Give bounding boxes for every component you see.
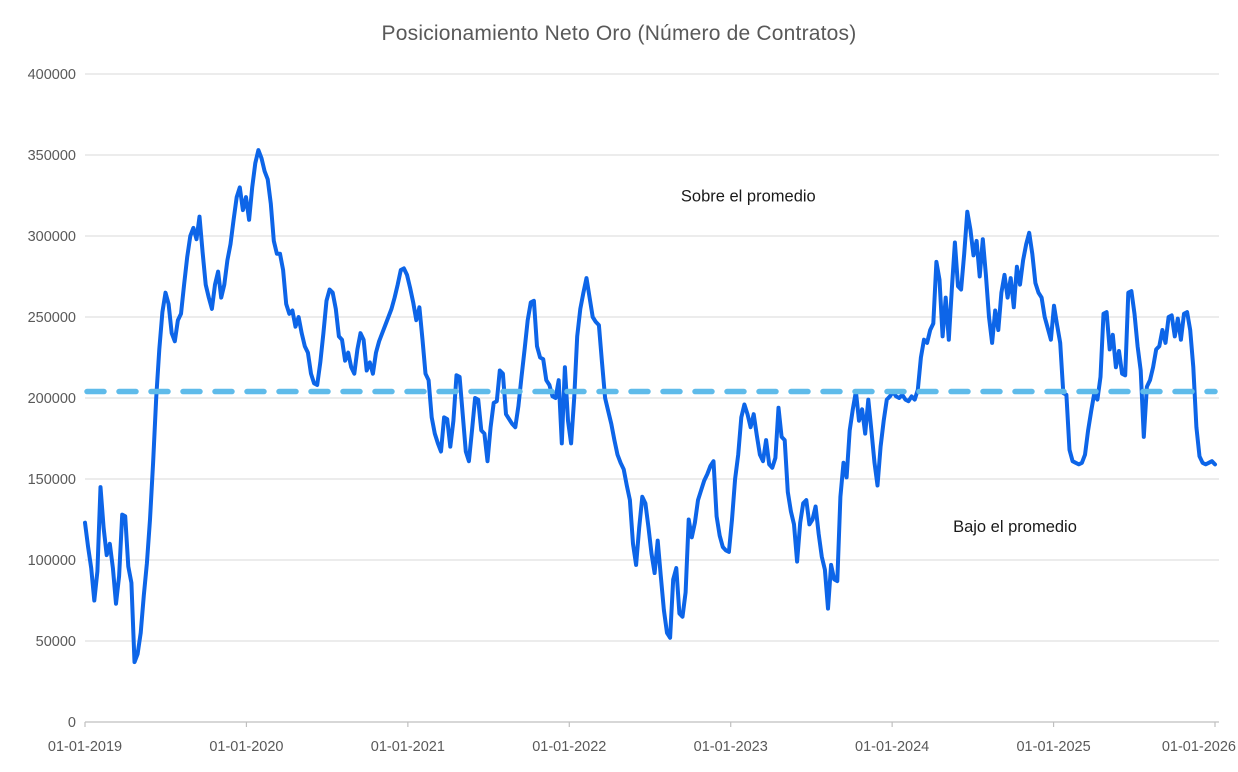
x-tick-label: 01-01-2020 bbox=[209, 739, 283, 755]
x-tick-label: 01-01-2023 bbox=[694, 739, 768, 755]
y-tick-label: 0 bbox=[68, 715, 76, 731]
y-tick-label: 400000 bbox=[28, 67, 76, 83]
x-tick-label: 01-01-2024 bbox=[855, 739, 929, 755]
x-tick-label: 01-01-2025 bbox=[1016, 739, 1090, 755]
chart-title: Posicionamiento Neto Oro (Número de Cont… bbox=[381, 22, 857, 45]
annotation-bajo-el-promedio: Bajo el promedio bbox=[953, 518, 1077, 536]
y-tick-label: 200000 bbox=[28, 391, 76, 407]
y-tick-label: 300000 bbox=[28, 229, 76, 245]
net-positioning-line bbox=[83, 148, 1217, 665]
x-tick-label: 01-01-2026 bbox=[1162, 739, 1236, 755]
x-tick-label: 01-01-2021 bbox=[371, 739, 445, 755]
y-tick-label: 100000 bbox=[28, 553, 76, 569]
y-tick-label: 250000 bbox=[28, 310, 76, 326]
y-tick-label: 150000 bbox=[28, 472, 76, 488]
y-tick-label: 50000 bbox=[36, 634, 76, 650]
x-tick-label: 01-01-2022 bbox=[532, 739, 606, 755]
annotation-sobre-el-promedio: Sobre el promedio bbox=[681, 188, 816, 206]
y-tick-label: 350000 bbox=[28, 148, 76, 164]
x-tick-label: 01-01-2019 bbox=[48, 739, 122, 755]
